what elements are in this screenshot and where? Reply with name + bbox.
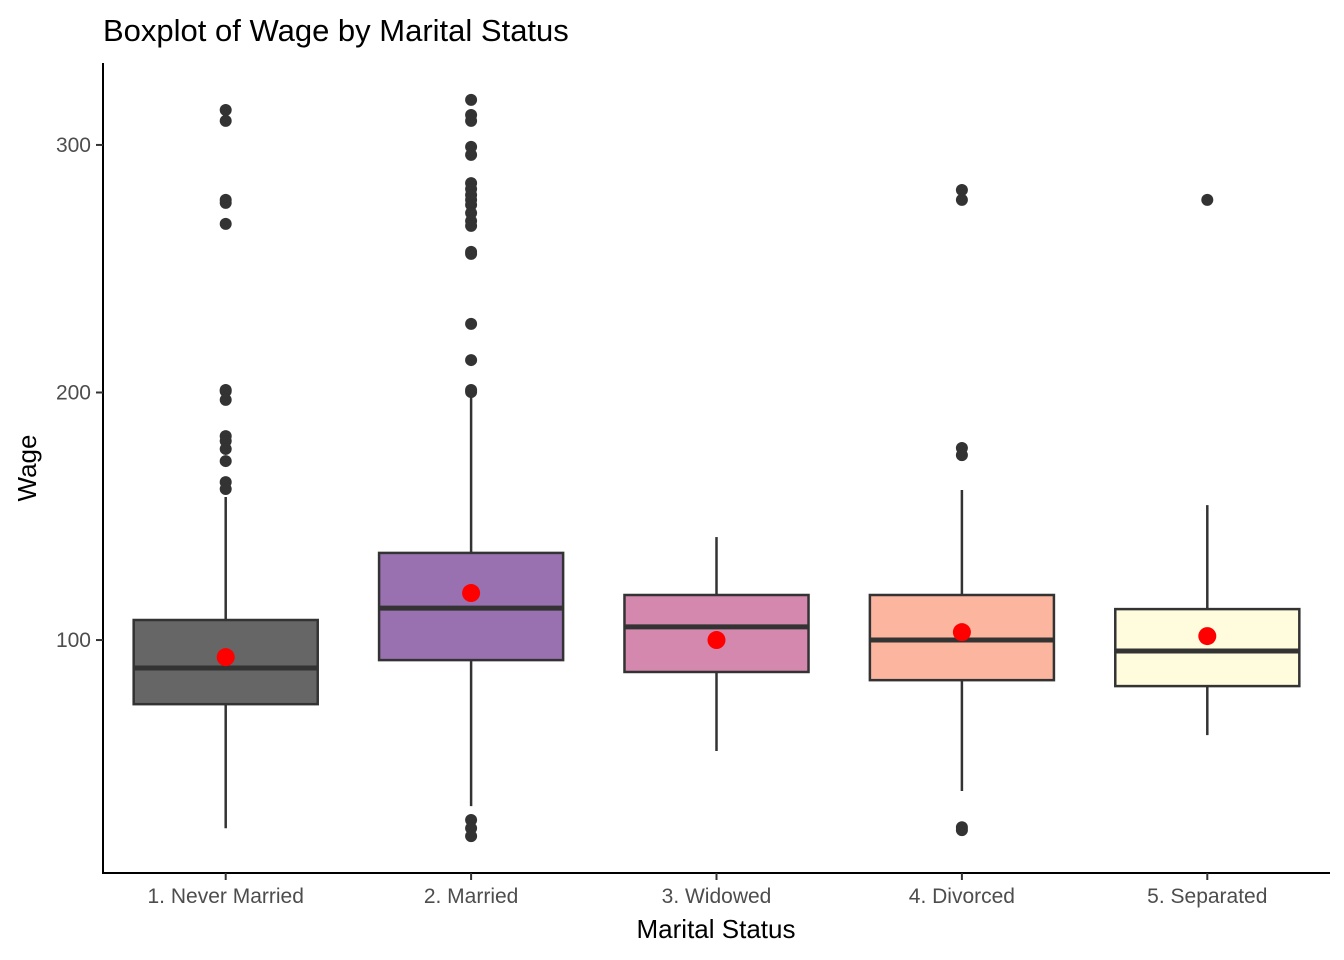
y-axis-label: Wage <box>12 435 42 502</box>
outlier-point <box>955 449 968 462</box>
box-group-2 <box>377 93 565 843</box>
outlier-point <box>219 104 232 117</box>
outlier-point <box>465 93 478 106</box>
outlier-point <box>465 317 478 330</box>
y-tick-label: 200 <box>56 381 91 404</box>
mean-point <box>1198 627 1217 646</box>
chart-title: Boxplot of Wage by Marital Status <box>103 13 569 48</box>
x-tick-label: 4. Divorced <box>909 885 1015 908</box>
outlier-point <box>1201 193 1214 206</box>
outlier-point <box>465 830 478 843</box>
x-tick-label: 5. Separated <box>1147 885 1267 908</box>
outlier-point <box>465 114 478 127</box>
outlier-point <box>465 354 478 367</box>
outlier-point <box>465 148 478 161</box>
mean-point <box>462 584 481 603</box>
box-group-1 <box>132 104 319 829</box>
mean-point <box>707 631 726 650</box>
outlier-point <box>219 385 232 398</box>
y-tick-label: 300 <box>56 134 91 157</box>
outlier-point <box>465 219 478 232</box>
x-tick-label: 3. Widowed <box>662 885 772 908</box>
outlier-point <box>219 483 232 496</box>
y-tick-label: 100 <box>56 629 91 652</box>
outlier-point <box>219 217 232 230</box>
outlier-point <box>219 455 232 468</box>
outlier-point <box>955 193 968 206</box>
x-tick-label: 2. Married <box>424 885 519 908</box>
box-group-5 <box>1114 193 1301 736</box>
mean-point <box>952 623 971 642</box>
outlier-point <box>955 183 968 196</box>
x-axis-label: Marital Status <box>637 914 796 944</box>
outlier-point <box>955 824 968 837</box>
box-group-4 <box>868 183 1056 837</box>
outlier-point <box>465 247 478 260</box>
mean-point <box>216 648 235 667</box>
box <box>1114 607 1301 688</box>
x-tick-label: 1. Never Married <box>148 885 304 908</box>
outlier-point <box>219 442 232 455</box>
outlier-point <box>219 196 232 209</box>
outlier-point <box>219 114 232 127</box>
outlier-point <box>465 386 478 399</box>
outlier-point <box>219 393 232 406</box>
box-group-3 <box>623 537 810 751</box>
